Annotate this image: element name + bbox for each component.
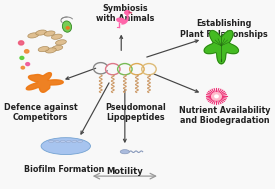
Polygon shape	[26, 73, 63, 92]
Text: Pseudomonal
Lipopeptides: Pseudomonal Lipopeptides	[105, 103, 166, 122]
Text: Symbiosis
with Animals: Symbiosis with Animals	[96, 4, 154, 23]
Ellipse shape	[44, 31, 55, 36]
Circle shape	[212, 93, 221, 100]
Ellipse shape	[66, 140, 71, 143]
Circle shape	[24, 50, 29, 53]
Ellipse shape	[41, 138, 90, 155]
Ellipse shape	[28, 33, 38, 38]
Text: Motility: Motility	[106, 167, 143, 176]
Circle shape	[26, 63, 30, 66]
Circle shape	[215, 95, 218, 98]
Ellipse shape	[52, 45, 63, 51]
Polygon shape	[204, 31, 238, 64]
Ellipse shape	[60, 140, 65, 143]
Ellipse shape	[45, 48, 56, 53]
Ellipse shape	[116, 18, 126, 23]
Ellipse shape	[120, 150, 130, 154]
Circle shape	[20, 56, 24, 59]
Ellipse shape	[49, 140, 54, 142]
Ellipse shape	[54, 140, 60, 142]
Ellipse shape	[62, 21, 72, 32]
Text: Nutrient Availability
and Biodegradation: Nutrient Availability and Biodegradation	[179, 106, 271, 125]
Ellipse shape	[36, 30, 46, 35]
Ellipse shape	[72, 140, 77, 143]
Text: Defence against
Competitors: Defence against Competitors	[4, 103, 77, 122]
Ellipse shape	[56, 40, 66, 45]
Ellipse shape	[38, 46, 49, 52]
Circle shape	[21, 66, 24, 69]
Text: Establishing
Plant Relationships: Establishing Plant Relationships	[180, 19, 268, 39]
Circle shape	[125, 11, 130, 14]
Ellipse shape	[78, 140, 83, 143]
Circle shape	[66, 27, 69, 29]
Circle shape	[18, 41, 24, 45]
Text: Biofilm Formation: Biofilm Formation	[24, 165, 105, 174]
Ellipse shape	[51, 34, 62, 39]
